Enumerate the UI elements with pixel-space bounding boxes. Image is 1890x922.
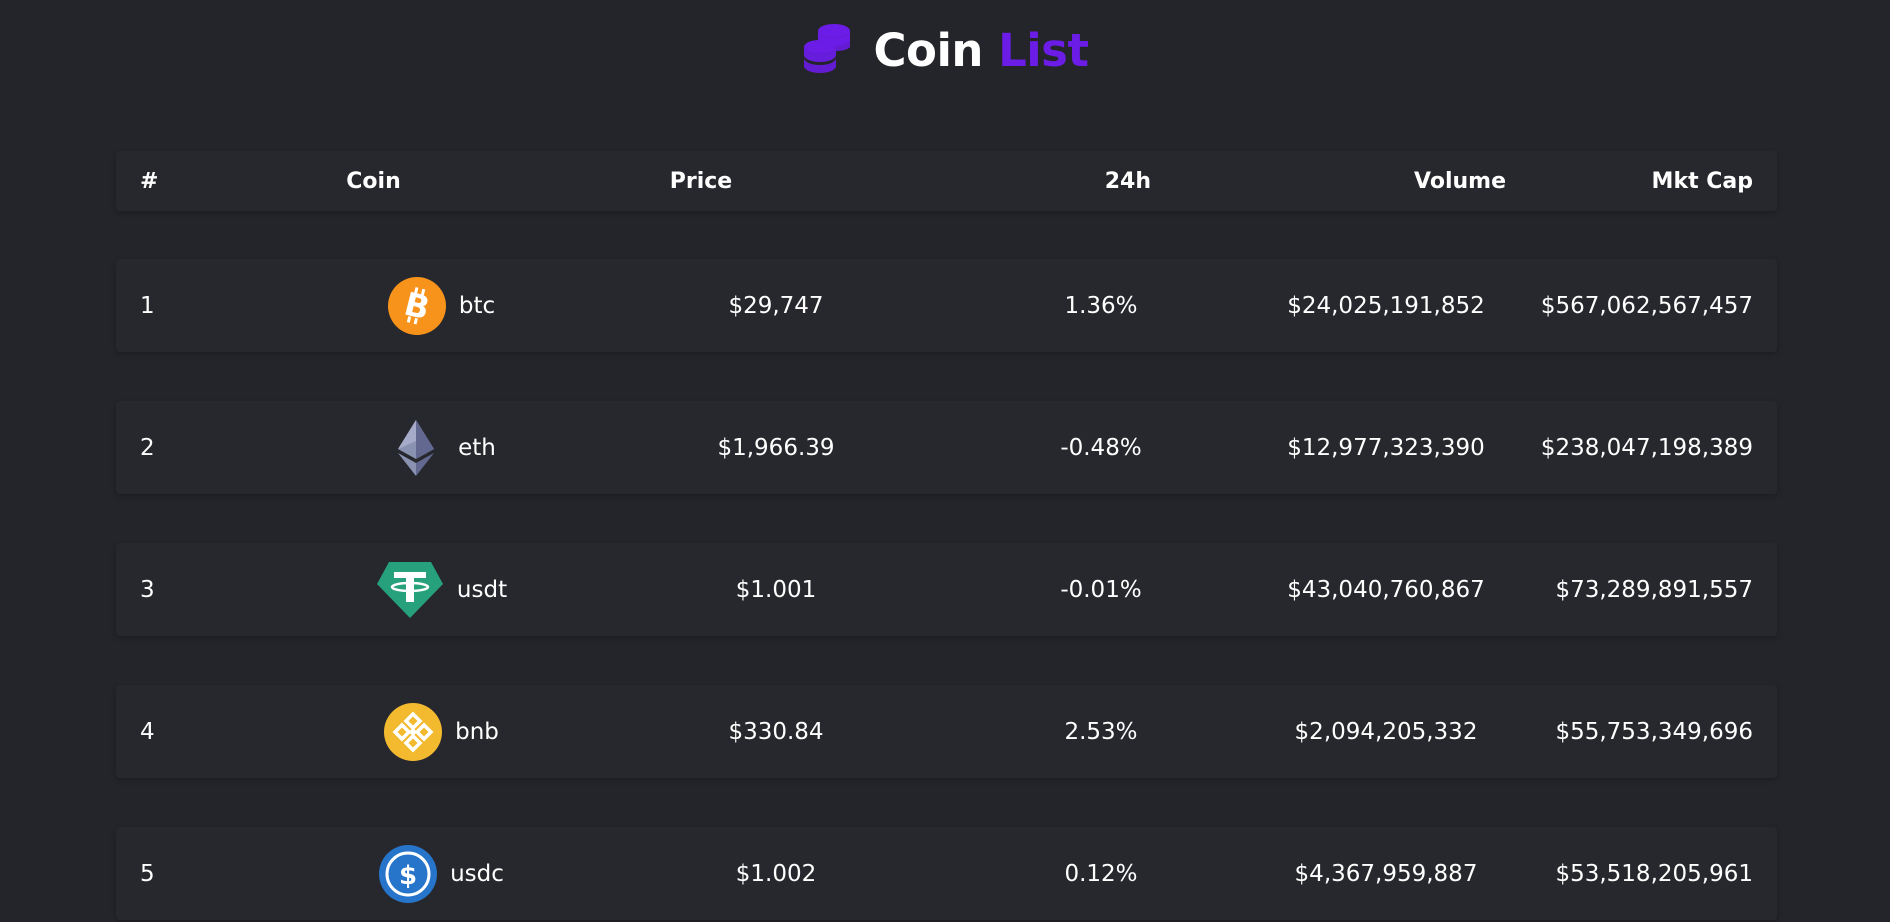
column-header-price: Price [669,168,733,194]
volume-cell: $12,977,323,390 [1287,434,1485,461]
bnb-icon [384,702,443,761]
coin-cell: B btc [306,259,576,352]
market-cap-cell: $567,062,567,457 [1540,292,1753,319]
coin-symbol: btc [458,292,496,319]
table-row[interactable]: 1 B btc $29,747 1.36% $24,025,191,852 [116,259,1777,352]
table-row[interactable]: 5 $ usdc $1.002 0.12% $4,367,959,887 $53… [116,827,1777,920]
column-header-mkt-cap: Mkt Cap [1651,168,1753,194]
market-cap-cell: $53,518,205,961 [1555,860,1753,887]
coin-symbol: bnb [455,718,499,745]
table-row[interactable]: 2 eth $1,966.39 -0.48% $12,977,323,390 $… [116,401,1777,494]
rank-cell: 2 [140,434,155,461]
table-row[interactable]: 3 usdt $1.001 -0.01% $43,040,760,867 $73… [116,543,1777,636]
table-row[interactable]: 4 bnb $330.84 2.53% $2,094,205,332 $55 [116,685,1777,778]
coin-symbol: usdt [456,576,508,603]
rank-cell: 5 [140,860,155,887]
title-word-coin: Coin [873,23,984,77]
logo: Coin List [802,23,1089,77]
column-header-volume: Volume [1414,168,1506,194]
change-24h-cell: -0.48% [1060,434,1142,461]
page-title: Coin List [874,24,1089,77]
price-cell: $29,747 [728,292,824,319]
column-header-coin: Coin [346,168,401,194]
rank-cell: 3 [140,576,155,603]
volume-cell: $2,094,205,332 [1294,718,1478,745]
coin-symbol: eth [458,434,496,461]
coin-symbol: usdc [450,860,504,887]
price-cell: $1.001 [735,576,817,603]
price-cell: $1.002 [735,860,817,887]
tether-icon [376,561,443,618]
change-24h-cell: 1.36% [1064,292,1138,319]
svg-text:$: $ [399,861,417,891]
market-cap-cell: $55,753,349,696 [1555,718,1753,745]
volume-cell: $24,025,191,852 [1287,292,1485,319]
change-24h-cell: -0.01% [1060,576,1142,603]
column-header-24h: 24h [1104,168,1151,194]
ethereum-icon [398,419,435,476]
rank-cell: 1 [140,292,155,319]
coin-cell: $ usdc [306,827,576,920]
coins-stack-icon [803,24,850,73]
volume-cell: $43,040,760,867 [1287,576,1485,603]
title-word-list: List [998,23,1089,77]
price-cell: $330.84 [728,718,824,745]
market-cap-cell: $238,047,198,389 [1540,434,1753,461]
bitcoin-icon: B [387,276,446,335]
page-header: Coin List [0,0,1890,100]
change-24h-cell: 0.12% [1064,860,1138,887]
usdc-icon: $ [379,844,438,903]
table-header-row: # Coin Price 24h Volume Mkt Cap [116,151,1777,211]
coin-cell: usdt [306,543,576,636]
change-24h-cell: 2.53% [1064,718,1138,745]
volume-cell: $4,367,959,887 [1294,860,1478,887]
coin-cell: eth [306,401,576,494]
market-cap-cell: $73,289,891,557 [1555,576,1753,603]
coin-cell: bnb [306,685,576,778]
column-header-rank: # [140,168,159,194]
price-cell: $1,966.39 [717,434,835,461]
rank-cell: 4 [140,718,155,745]
